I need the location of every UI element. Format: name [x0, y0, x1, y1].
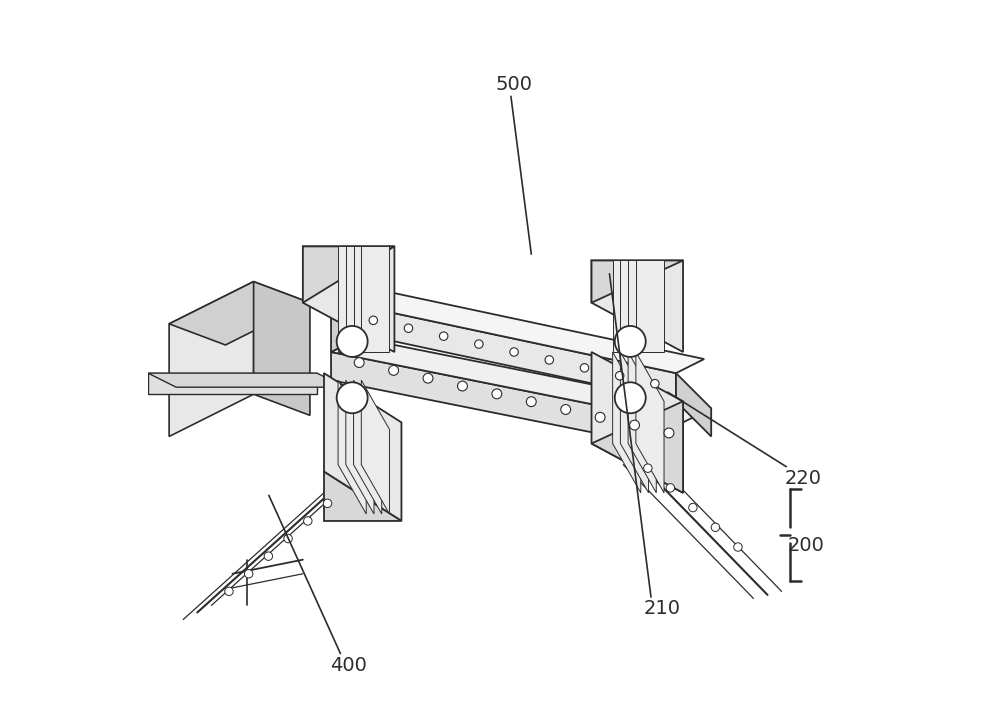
- Polygon shape: [592, 260, 683, 352]
- Polygon shape: [592, 401, 683, 493]
- Circle shape: [492, 389, 502, 398]
- Polygon shape: [303, 246, 394, 303]
- Polygon shape: [303, 246, 394, 352]
- Circle shape: [510, 348, 518, 356]
- Text: 400: 400: [330, 656, 367, 674]
- Circle shape: [284, 534, 292, 543]
- Polygon shape: [620, 352, 649, 493]
- Circle shape: [689, 503, 697, 512]
- Polygon shape: [628, 260, 656, 352]
- Polygon shape: [254, 282, 310, 415]
- Polygon shape: [346, 246, 374, 352]
- Polygon shape: [613, 352, 641, 493]
- Polygon shape: [676, 373, 711, 436]
- Circle shape: [439, 332, 448, 341]
- Polygon shape: [346, 380, 374, 514]
- Circle shape: [651, 379, 659, 388]
- Polygon shape: [592, 352, 683, 493]
- Circle shape: [354, 358, 364, 367]
- Text: 200: 200: [788, 536, 825, 555]
- Circle shape: [664, 428, 674, 438]
- Polygon shape: [148, 373, 345, 387]
- Circle shape: [264, 552, 273, 560]
- Circle shape: [615, 382, 646, 413]
- Polygon shape: [324, 472, 401, 521]
- Circle shape: [404, 324, 413, 332]
- Circle shape: [369, 316, 378, 325]
- Polygon shape: [345, 289, 704, 373]
- Polygon shape: [331, 352, 683, 451]
- Circle shape: [545, 356, 554, 364]
- Polygon shape: [338, 246, 366, 352]
- Circle shape: [580, 363, 589, 372]
- Circle shape: [323, 499, 332, 508]
- Circle shape: [526, 397, 536, 407]
- Polygon shape: [169, 282, 310, 345]
- Circle shape: [304, 517, 312, 525]
- Circle shape: [644, 464, 652, 472]
- Polygon shape: [169, 282, 254, 436]
- Circle shape: [423, 373, 433, 383]
- Polygon shape: [628, 352, 656, 493]
- Circle shape: [666, 484, 675, 492]
- Polygon shape: [345, 303, 676, 401]
- Circle shape: [595, 413, 605, 422]
- Circle shape: [711, 523, 720, 532]
- Polygon shape: [361, 246, 389, 352]
- Circle shape: [337, 326, 368, 357]
- Circle shape: [615, 326, 646, 357]
- Polygon shape: [636, 260, 664, 352]
- Text: 210: 210: [643, 600, 680, 618]
- Polygon shape: [361, 380, 389, 514]
- Circle shape: [561, 405, 571, 415]
- Polygon shape: [324, 373, 401, 521]
- Circle shape: [244, 570, 253, 578]
- Polygon shape: [620, 260, 649, 352]
- Circle shape: [630, 420, 639, 430]
- Circle shape: [389, 365, 399, 375]
- Circle shape: [458, 381, 467, 391]
- Polygon shape: [331, 296, 359, 352]
- Polygon shape: [354, 246, 382, 352]
- Polygon shape: [331, 338, 711, 422]
- Polygon shape: [354, 380, 382, 514]
- Polygon shape: [338, 380, 366, 514]
- Text: 220: 220: [784, 470, 821, 488]
- Polygon shape: [636, 352, 664, 493]
- Circle shape: [475, 340, 483, 348]
- Text: 500: 500: [496, 75, 533, 94]
- Circle shape: [615, 372, 624, 380]
- Circle shape: [734, 543, 742, 551]
- Circle shape: [225, 587, 233, 596]
- Circle shape: [337, 382, 368, 413]
- Polygon shape: [592, 260, 683, 303]
- Polygon shape: [148, 373, 317, 394]
- Polygon shape: [613, 260, 641, 352]
